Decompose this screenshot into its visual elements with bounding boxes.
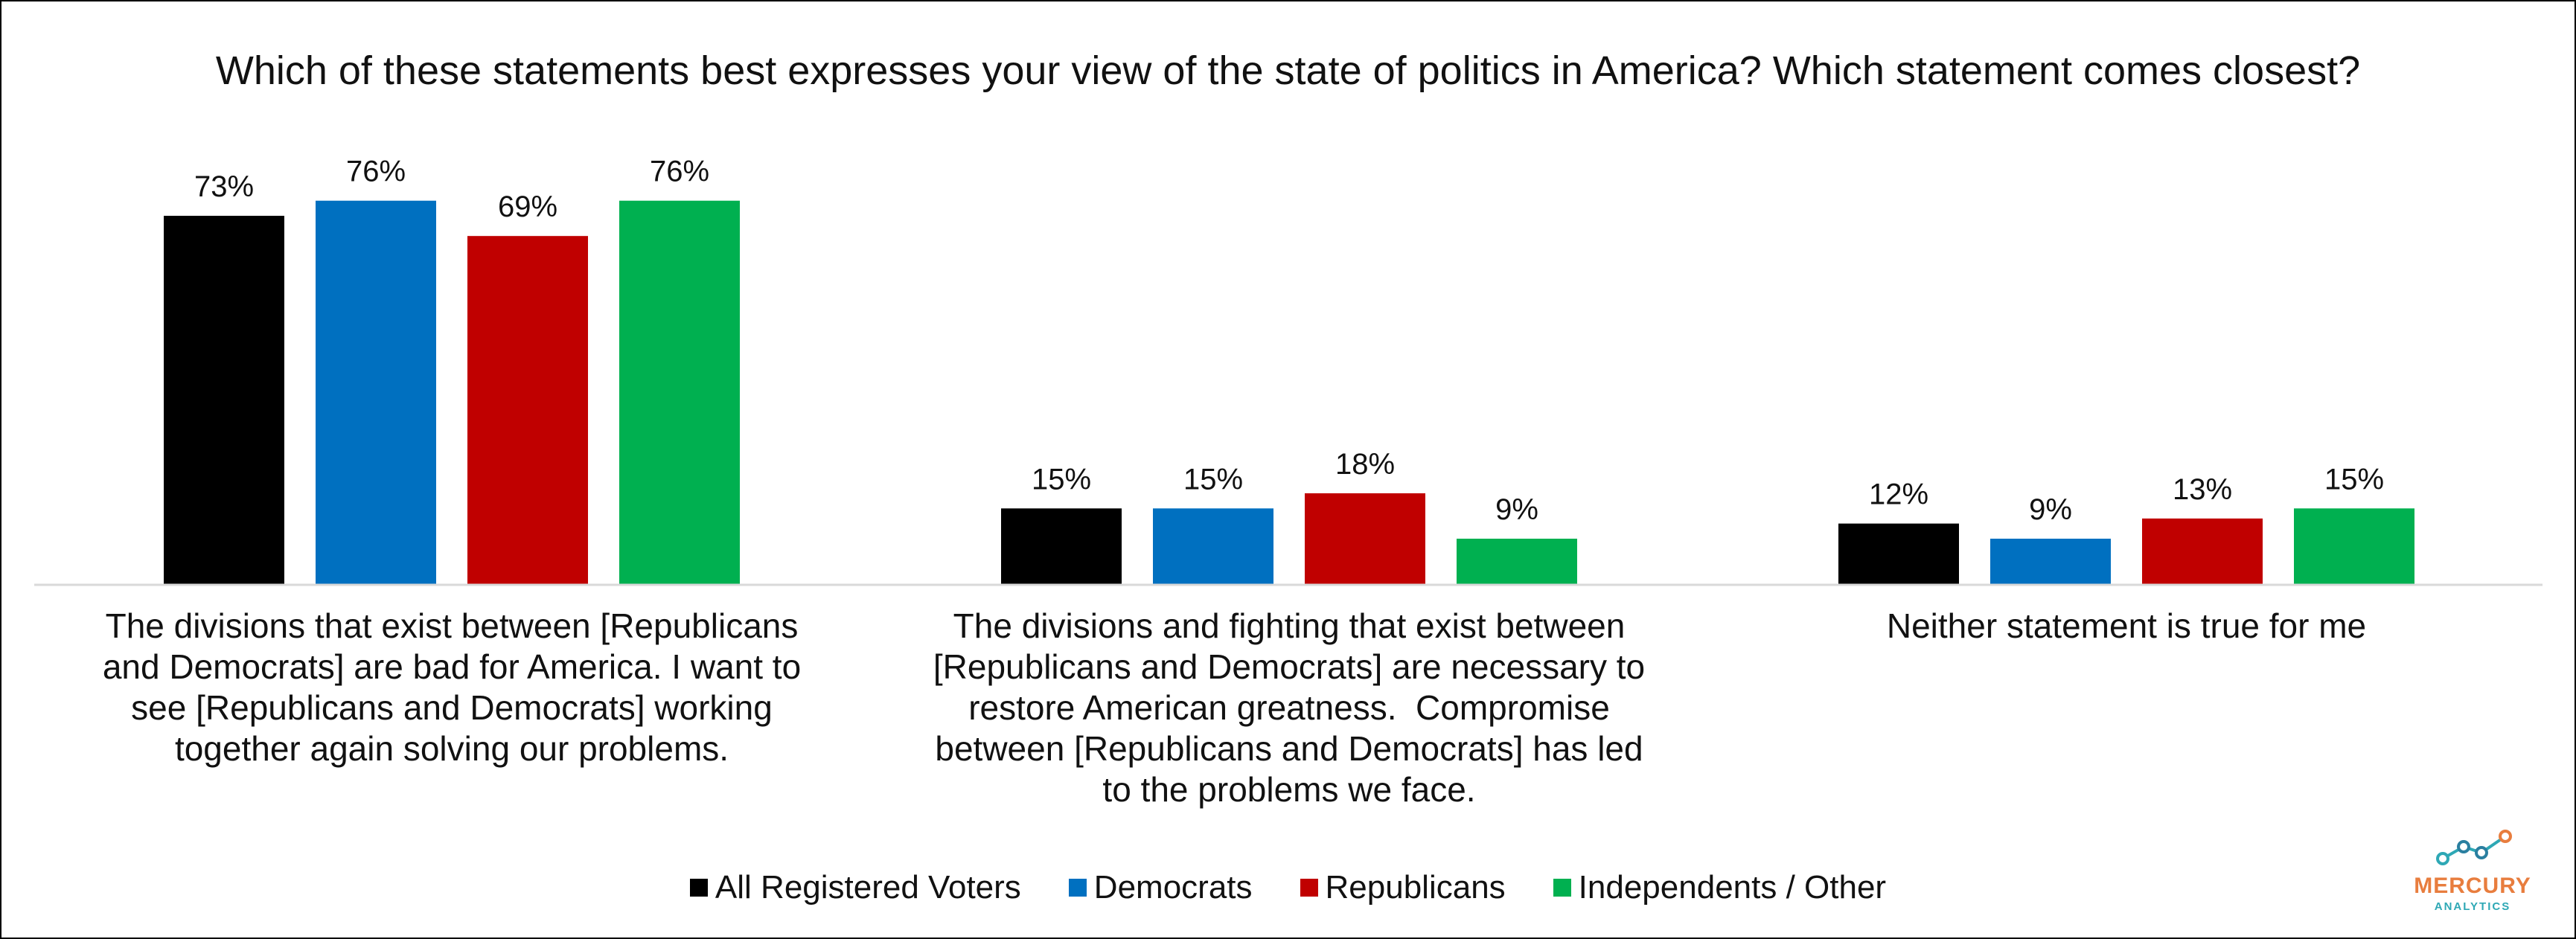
legend-label: Democrats — [1093, 869, 1253, 906]
legend-item: Republicans — [1300, 869, 1506, 906]
legend-swatch — [1553, 879, 1571, 897]
bar — [164, 216, 284, 584]
category-label-line: between [Republicans and Democrats] has … — [935, 729, 1643, 768]
data-label: 9% — [2029, 493, 2072, 526]
bar — [316, 200, 436, 585]
category-label-line: to the problems we face. — [1102, 770, 1476, 809]
legend-item: Independents / Other — [1553, 869, 1886, 906]
bar — [2294, 508, 2414, 584]
category-label-line: [Republicans and Democrats] are necessar… — [933, 647, 1646, 686]
bar-chart-plot: 73% 76% 69% 76% 15% 15% 18% 9% 12% 9% 13% 15% — [34, 156, 2543, 586]
data-label: 76% — [346, 156, 406, 188]
legend-item: All Registered Voters — [689, 869, 1021, 906]
chart-title: Which of these statements best expresses… — [215, 48, 2361, 93]
bar — [619, 200, 740, 585]
data-label: 13% — [2173, 473, 2232, 506]
bar — [1838, 523, 1959, 584]
data-label: 15% — [1032, 463, 1091, 496]
logo-mark-icon — [2436, 830, 2512, 865]
data-label: 73% — [194, 170, 254, 203]
category-label-line: Neither statement is true for me — [1886, 606, 2367, 645]
category-label-line: The divisions and fighting that exist be… — [953, 606, 1626, 645]
data-label: 15% — [2324, 463, 2384, 496]
legend-swatch — [1300, 879, 1318, 897]
bar — [1990, 538, 2111, 584]
legend: All Registered Voters Democrats Republican… — [1, 869, 2575, 906]
mercury-analytics-logo: MERCURY ANALYTICS — [2413, 827, 2562, 924]
data-label: 18% — [1335, 448, 1395, 481]
bar — [2142, 518, 2263, 584]
data-label: 12% — [1869, 478, 1928, 511]
legend-label: Independents / Other — [1578, 869, 1887, 906]
category-label-line: together again solving our problems. — [174, 729, 729, 768]
legend-swatch — [1068, 879, 1087, 897]
data-label: 15% — [1183, 463, 1243, 496]
bar — [1001, 508, 1122, 584]
logo-subtitle: ANALYTICS — [2434, 900, 2511, 913]
bar — [1457, 538, 1577, 584]
bar — [1153, 508, 1273, 584]
category-label-line: The divisions that exist between [Republ… — [105, 606, 799, 645]
bar — [467, 236, 588, 584]
category-label: Neither statement is true for me — [1710, 606, 2543, 647]
legend-label: Republicans — [1325, 869, 1506, 906]
bar — [1305, 493, 1425, 584]
logo-wordmark: MERCURY — [2414, 874, 2531, 898]
data-label: 69% — [498, 190, 557, 223]
data-label: 76% — [650, 156, 709, 188]
category-label-line: restore American greatness. Compromise — [968, 688, 1610, 727]
legend-swatch — [689, 879, 708, 897]
legend-label: All Registered Voters — [715, 869, 1021, 906]
category-label: The divisions that exist between [Republ… — [35, 606, 869, 769]
category-label: The divisions and fighting that exist be… — [872, 606, 1706, 810]
legend-item: Democrats — [1068, 869, 1253, 906]
category-label-line: and Democrats] are bad for America. I wa… — [102, 647, 802, 686]
data-label: 9% — [1495, 493, 1538, 526]
category-label-line: see [Republicans and Democrats] working — [131, 688, 773, 727]
